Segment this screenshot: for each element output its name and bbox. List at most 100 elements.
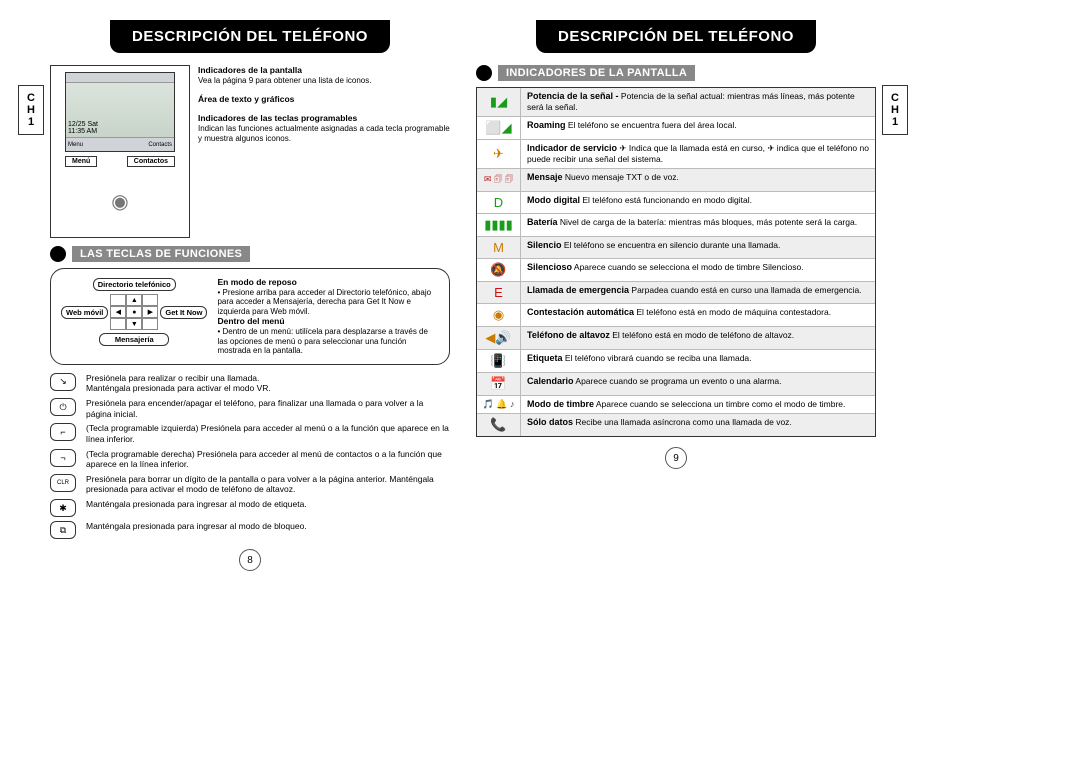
key-description: Manténgala presionada para ingresar al m… [86, 521, 450, 532]
indicator-row: ◀🔊Teléfono de altavoz El teléfono está e… [477, 327, 875, 350]
indicator-row: 📅Calendario Aparece cuando se programa u… [477, 373, 875, 396]
indicator-row: ✈Indicador de servicio ✈ Indica que la l… [477, 140, 875, 169]
screen-softkey-bar: MenuContacts [66, 137, 174, 151]
key-row: ¬ (Tecla programable derecha) Presiónela … [50, 449, 450, 470]
indicator-icon: 🎵 🔔 ♪ [477, 396, 521, 413]
indicator-icon: 📳 [477, 350, 521, 372]
indicator-text: Calendario Aparece cuando se programa un… [521, 373, 875, 395]
indicator-row: 🎵 🔔 ♪Modo de timbre Aparece cuando se se… [477, 396, 875, 414]
indicator-row: ▮▮▮▮Batería Nivel de carga de la batería… [477, 214, 875, 237]
page-9: C H 1 DESCRIPCIÓN DEL TELÉFONO INDICADOR… [476, 20, 876, 571]
page-title-left: DESCRIPCIÓN DEL TELÉFONO [110, 20, 390, 53]
indicator-icon: 📅 [477, 373, 521, 395]
indicator-text: Potencia de la señal - Potencia de la se… [521, 88, 875, 116]
indicator-icon: ✈ [477, 140, 521, 168]
screen-wallpaper: 12/25 Sat 11:35 AM [66, 83, 174, 137]
dpad-function-box: Directorio telefónico Web móvil ▲◀●▶▼ Ge… [50, 268, 450, 365]
indicators-table: ▮◢Potencia de la señal - Potencia de la … [476, 87, 876, 437]
spread: C H 1 DESCRIPCIÓN DEL TELÉFONO 12/25 Sat… [0, 0, 1080, 591]
chapter-tab-left: C H 1 [18, 85, 44, 135]
indicator-row: ✉ 🗊 🗊Mensaje Nuevo mensaje TXT o de voz. [477, 169, 875, 192]
callout-item: Área de texto y gráficos [198, 94, 450, 105]
indicator-row: ELlamada de emergencia Parpadea cuando e… [477, 282, 875, 304]
tab-num: 1 [28, 116, 34, 128]
indicator-icon: E [477, 282, 521, 303]
indicator-row: 📳Etiqueta El teléfono vibrará cuando se … [477, 350, 875, 373]
indicator-icon: ◉ [477, 304, 521, 326]
softkey-right-label: Contactos [127, 156, 175, 167]
indicator-icon: M [477, 237, 521, 258]
indicator-icon: 📞 [477, 414, 521, 436]
key-icon: ¬ [50, 449, 76, 467]
phone-screen: 12/25 Sat 11:35 AM MenuContacts [65, 72, 175, 152]
indicator-text: Roaming El teléfono se encuentra fuera d… [521, 117, 875, 139]
indicator-text: Llamada de emergencia Parpadea cuando es… [521, 282, 875, 303]
screen-callouts: Indicadores de la pantallaVea la página … [198, 65, 450, 238]
section-header-indicators: INDICADORES DE LA PANTALLA [476, 65, 876, 81]
key-row: ⌐ (Tecla programable izquierda) Presiónel… [50, 423, 450, 444]
dpad-down-label: Mensajería [99, 333, 169, 346]
indicator-icon: ⬜◢ [477, 117, 521, 139]
key-description: (Tecla programable derecha) Presiónela p… [86, 449, 450, 470]
key-icon: CLR [50, 474, 76, 492]
indicator-row: 📞Sólo datos Recibe una llamada asíncrona… [477, 414, 875, 436]
key-description: (Tecla programable izquierda) Presiónela… [86, 423, 450, 444]
indicator-icon: ◀🔊 [477, 327, 521, 349]
indicator-text: Sólo datos Recibe una llamada asíncrona … [521, 414, 875, 436]
tab-line1: C [27, 92, 35, 104]
keypad-illustration: ◉ [65, 171, 175, 231]
phone-illustration: 12/25 Sat 11:35 AM MenuContacts Menú Con… [50, 65, 190, 238]
indicator-icon: ▮◢ [477, 88, 521, 116]
key-row: ✱ Manténgala presionada para ingresar al … [50, 499, 450, 517]
key-description: Presiónela para encender/apagar el teléf… [86, 398, 450, 419]
callout-item: Indicadores de las teclas programablesIn… [198, 113, 450, 144]
section-header-functions: LAS TECLAS DE FUNCIONES [50, 246, 450, 262]
indicator-text: Silencio El teléfono se encuentra en sil… [521, 237, 875, 258]
indicator-text: Teléfono de altavoz El teléfono está en … [521, 327, 875, 349]
page-number: 8 [239, 549, 261, 571]
indicator-icon: ✉ 🗊 🗊 [477, 169, 521, 191]
indicator-row: 🔕Silencioso Aparece cuando se selecciona… [477, 259, 875, 282]
softkey-left-label: Menú [65, 156, 97, 167]
indicator-text: Indicador de servicio ✈ Indica que la ll… [521, 140, 875, 168]
indicator-text: Silencioso Aparece cuando se selecciona … [521, 259, 875, 281]
key-icon: ⌐ [50, 423, 76, 441]
screen-status-bar [66, 73, 174, 83]
key-row: ↘ Presiónela para realizar o recibir una … [50, 373, 450, 394]
key-icon: ✱ [50, 499, 76, 517]
key-function-list: ↘ Presiónela para realizar o recibir una … [50, 373, 450, 539]
indicator-icon: ▮▮▮▮ [477, 214, 521, 236]
key-description: Presiónela para realizar o recibir una l… [86, 373, 450, 394]
indicator-text: Contestación automática El teléfono está… [521, 304, 875, 326]
indicator-row: DModo digital El teléfono está funcionan… [477, 192, 875, 214]
key-row: ⏻ Presiónela para encender/apagar el telé… [50, 398, 450, 419]
bullet-icon [50, 246, 66, 262]
phone-diagram: 12/25 Sat 11:35 AM MenuContacts Menú Con… [50, 65, 450, 238]
section-title-indicators: INDICADORES DE LA PANTALLA [498, 65, 695, 81]
indicator-text: Modo de timbre Aparece cuando se selecci… [521, 396, 875, 413]
section-title-functions: LAS TECLAS DE FUNCIONES [72, 246, 250, 262]
dpad-icon: ▲◀●▶▼ [110, 294, 158, 330]
indicator-text: Batería Nivel de carga de la batería: mi… [521, 214, 875, 236]
dpad-right-label: Get It Now [160, 306, 207, 319]
softkey-external-labels: Menú Contactos [65, 156, 175, 167]
indicator-icon: 🔕 [477, 259, 521, 281]
callout-item: Indicadores de la pantallaVea la página … [198, 65, 450, 86]
key-row: ⧉ Manténgala presionada para ingresar al … [50, 521, 450, 539]
dpad-labels: Directorio telefónico Web móvil ▲◀●▶▼ Ge… [61, 277, 207, 356]
key-description: Manténgala presionada para ingresar al m… [86, 499, 450, 510]
dpad-up-label: Directorio telefónico [93, 278, 176, 291]
key-icon: ⏻ [50, 398, 76, 416]
indicator-row: ▮◢Potencia de la señal - Potencia de la … [477, 88, 875, 117]
key-icon: ⧉ [50, 521, 76, 539]
tab-line2: H [27, 104, 35, 116]
indicator-row: ⬜◢Roaming El teléfono se encuentra fuera… [477, 117, 875, 140]
page-8: C H 1 DESCRIPCIÓN DEL TELÉFONO 12/25 Sat… [50, 20, 450, 571]
indicator-text: Modo digital El teléfono está funcionand… [521, 192, 875, 213]
chapter-tab-right: C H 1 [882, 85, 908, 135]
indicator-text: Mensaje Nuevo mensaje TXT o de voz. [521, 169, 875, 191]
key-icon: ↘ [50, 373, 76, 391]
dpad-function-text: En modo de reposo • Presione arriba para… [217, 277, 439, 356]
bullet-icon [476, 65, 492, 81]
dpad-left-label: Web móvil [61, 306, 108, 319]
